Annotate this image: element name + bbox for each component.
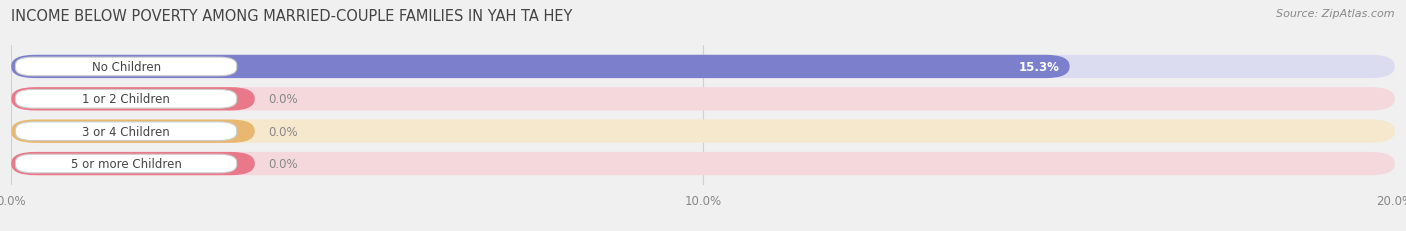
- FancyBboxPatch shape: [11, 55, 1070, 79]
- FancyBboxPatch shape: [11, 152, 254, 176]
- Text: Source: ZipAtlas.com: Source: ZipAtlas.com: [1277, 9, 1395, 19]
- Text: 15.3%: 15.3%: [1018, 61, 1059, 74]
- Text: 0.0%: 0.0%: [269, 157, 298, 170]
- FancyBboxPatch shape: [11, 120, 1395, 143]
- Text: 3 or 4 Children: 3 or 4 Children: [82, 125, 170, 138]
- FancyBboxPatch shape: [15, 122, 236, 141]
- Text: 0.0%: 0.0%: [269, 93, 298, 106]
- FancyBboxPatch shape: [11, 88, 1395, 111]
- FancyBboxPatch shape: [11, 120, 254, 143]
- FancyBboxPatch shape: [15, 58, 236, 76]
- FancyBboxPatch shape: [15, 155, 236, 173]
- Text: 5 or more Children: 5 or more Children: [70, 157, 181, 170]
- Text: 0.0%: 0.0%: [269, 125, 298, 138]
- Text: 1 or 2 Children: 1 or 2 Children: [82, 93, 170, 106]
- Text: No Children: No Children: [91, 61, 160, 74]
- FancyBboxPatch shape: [11, 55, 1395, 79]
- Text: INCOME BELOW POVERTY AMONG MARRIED-COUPLE FAMILIES IN YAH TA HEY: INCOME BELOW POVERTY AMONG MARRIED-COUPL…: [11, 9, 572, 24]
- FancyBboxPatch shape: [11, 88, 254, 111]
- FancyBboxPatch shape: [15, 90, 236, 109]
- FancyBboxPatch shape: [11, 152, 1395, 176]
